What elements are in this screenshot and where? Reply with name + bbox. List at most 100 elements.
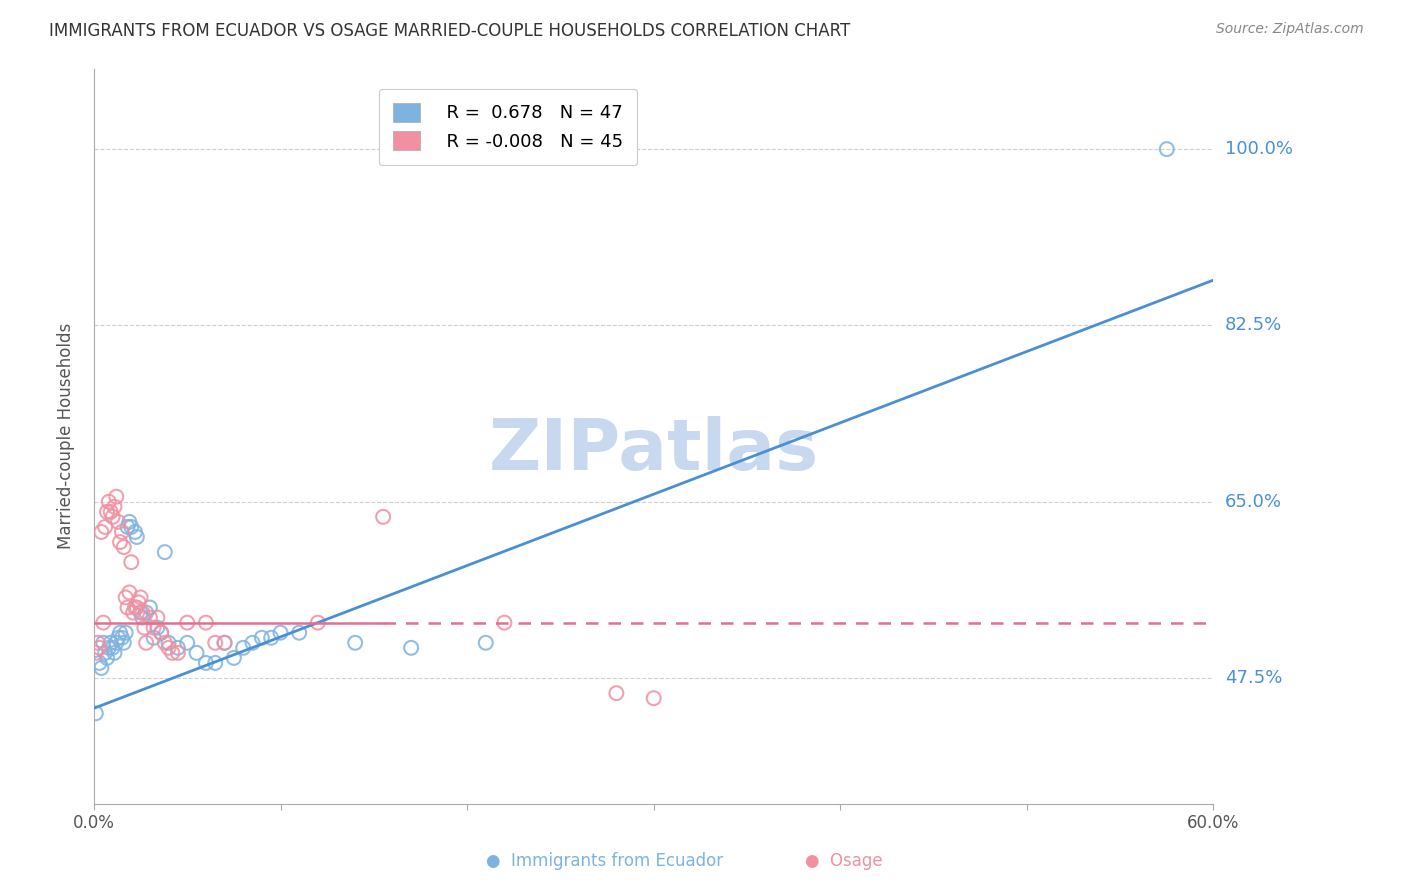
Point [84, 706, 107, 721]
Point [214, 636, 236, 650]
Point [118, 585, 141, 599]
Point [399, 640, 422, 655]
Text: 100.0%: 100.0% [1225, 140, 1292, 158]
Point [134, 621, 156, 635]
Point [103, 500, 125, 514]
Point [1156, 142, 1178, 156]
Point [129, 606, 152, 620]
Point [117, 600, 139, 615]
Point [114, 625, 136, 640]
Point [103, 646, 125, 660]
Point [97, 640, 120, 655]
Point [101, 509, 124, 524]
Point [101, 640, 124, 655]
Point [146, 621, 169, 635]
Point [124, 524, 146, 539]
Point [150, 625, 173, 640]
Point [105, 490, 128, 504]
Point [90, 661, 112, 675]
Point [112, 636, 135, 650]
Text: 82.5%: 82.5% [1225, 317, 1282, 334]
Point [96, 505, 118, 519]
Point [124, 600, 146, 615]
Point [120, 555, 142, 569]
Point [150, 625, 173, 640]
Point [107, 515, 129, 529]
Legend:   R =  0.678   N = 47,   R = -0.008   N = 45: R = 0.678 N = 47, R = -0.008 N = 45 [378, 88, 637, 165]
Point [176, 636, 198, 650]
Text: 47.5%: 47.5% [1225, 669, 1282, 687]
Point [474, 636, 496, 650]
Point [114, 591, 136, 605]
Text: Source: ZipAtlas.com: Source: ZipAtlas.com [1216, 22, 1364, 37]
Point [153, 636, 176, 650]
Y-axis label: Married-couple Households: Married-couple Households [58, 323, 75, 549]
Point [176, 615, 198, 630]
Point [167, 640, 190, 655]
Point [204, 656, 226, 670]
Point [108, 535, 131, 549]
Point [111, 524, 134, 539]
Point [125, 600, 148, 615]
Point [153, 545, 176, 559]
Point [260, 631, 283, 645]
Point [94, 646, 117, 660]
Point [643, 691, 665, 706]
Point [157, 636, 180, 650]
Point [122, 606, 145, 620]
Point [222, 651, 245, 665]
Point [84, 646, 107, 660]
Point [135, 606, 157, 620]
Point [125, 530, 148, 544]
Point [186, 646, 208, 660]
Text: ●  Immigrants from Ecuador: ● Immigrants from Ecuador [486, 852, 723, 870]
Point [194, 656, 217, 670]
Point [142, 621, 165, 635]
Point [157, 640, 180, 655]
Point [605, 686, 627, 700]
Point [91, 636, 114, 650]
Point [90, 524, 112, 539]
Point [242, 636, 264, 650]
Point [89, 640, 111, 655]
Point [232, 640, 254, 655]
Point [118, 515, 141, 529]
Point [128, 595, 150, 609]
Point [100, 505, 122, 519]
Text: ●  Osage: ● Osage [804, 852, 883, 870]
Point [111, 631, 134, 645]
Point [108, 625, 131, 640]
Point [96, 651, 118, 665]
Point [146, 610, 169, 624]
Point [270, 625, 292, 640]
Point [94, 520, 117, 534]
Point [129, 591, 152, 605]
Point [307, 615, 329, 630]
Point [288, 625, 311, 640]
Point [194, 615, 217, 630]
Text: ZIPatlas: ZIPatlas [489, 417, 818, 485]
Point [107, 631, 129, 645]
Point [373, 509, 395, 524]
Point [139, 600, 162, 615]
Point [162, 646, 184, 660]
Point [91, 615, 114, 630]
Point [97, 494, 120, 508]
Point [204, 636, 226, 650]
Point [100, 636, 122, 650]
Point [120, 520, 142, 534]
Point [135, 636, 157, 650]
Point [250, 631, 273, 645]
Point [131, 606, 153, 620]
Point [86, 636, 108, 650]
Text: IMMIGRANTS FROM ECUADOR VS OSAGE MARRIED-COUPLE HOUSEHOLDS CORRELATION CHART: IMMIGRANTS FROM ECUADOR VS OSAGE MARRIED… [49, 22, 851, 40]
Point [344, 636, 367, 650]
Point [117, 520, 139, 534]
Point [214, 636, 236, 650]
Point [139, 610, 162, 624]
Point [105, 636, 128, 650]
Point [89, 656, 111, 670]
Text: 65.0%: 65.0% [1225, 492, 1282, 511]
Point [112, 540, 135, 554]
Point [131, 610, 153, 624]
